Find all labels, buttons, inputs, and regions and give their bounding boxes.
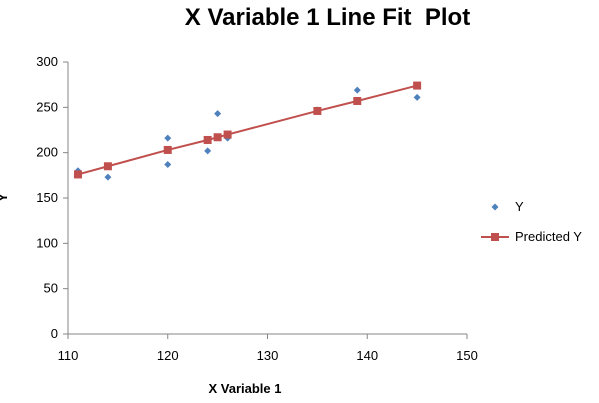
x-axis-label: X Variable 1 (208, 381, 282, 396)
y-tick-label: 250 (36, 99, 58, 114)
predicted-y-line (77, 84, 418, 176)
x-tick-labels: 110 120 130 140 150 (58, 348, 478, 363)
y-axis-label: Y (0, 193, 10, 202)
predicted-line (77, 84, 418, 176)
y-point (353, 86, 361, 94)
legend-marker-predicted-y (491, 233, 499, 241)
y-tick-label: 150 (36, 190, 58, 205)
y-point (214, 110, 222, 118)
data-points (73, 81, 422, 181)
predicted-y-point (313, 106, 322, 115)
legend-label-predicted-y: Predicted Y (515, 229, 582, 244)
x-tick-label: 140 (356, 348, 378, 363)
predicted-y-point (213, 133, 222, 142)
predicted-y-point (203, 135, 212, 144)
y-point (413, 93, 421, 101)
y-point (204, 147, 212, 155)
predicted-y-point (73, 170, 82, 179)
legend-marker-y (491, 203, 499, 211)
y-tick-label: 50 (44, 281, 58, 296)
y-point (104, 173, 112, 181)
y-tick-labels: 0 50 100 150 200 250 300 (36, 54, 58, 341)
y-point (164, 160, 172, 168)
predicted-y-point (413, 81, 422, 90)
y-tick-label: 0 (51, 326, 58, 341)
chart-title: X Variable 1 Line Fit Plot (184, 4, 471, 31)
y-tick-label: 300 (36, 54, 58, 69)
y-tick-label: 100 (36, 235, 58, 250)
x-tick-label: 130 (257, 348, 279, 363)
x-tick-label: 110 (58, 348, 79, 363)
predicted-y-point (103, 162, 112, 171)
legend-label-y: Y (515, 199, 524, 214)
predicted-y-point (163, 145, 172, 154)
y-point (164, 134, 172, 142)
legend-marks (481, 203, 509, 241)
x-tick-label: 150 (456, 348, 478, 363)
axes (63, 61, 468, 339)
predicted-y-point (353, 96, 362, 105)
predicted-y-point (223, 130, 232, 139)
y-tick-label: 200 (36, 145, 58, 160)
x-tick-label: 120 (157, 348, 179, 363)
